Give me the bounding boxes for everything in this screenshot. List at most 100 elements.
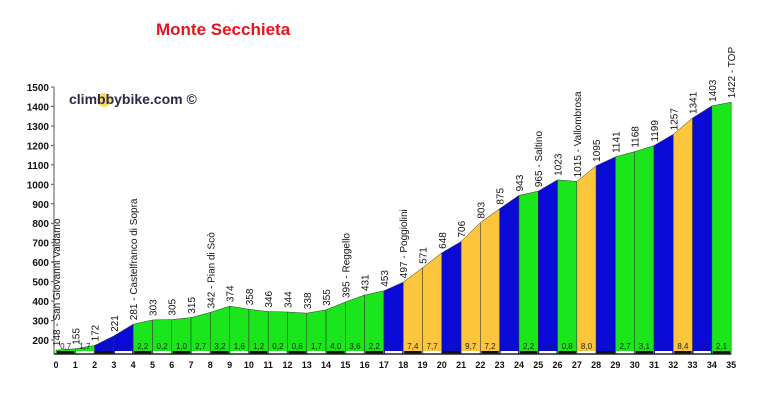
gradient-label: 0,2 [272, 342, 284, 351]
km-marker-bar [134, 351, 152, 354]
elevation-point-label: 965 - Saltino [534, 131, 545, 188]
elevation-point-label: 1015 - Vallombrosa [573, 91, 584, 177]
km-marker-bar [346, 351, 364, 354]
x-tick-label: 11 [263, 360, 273, 370]
gradient-label: 3,2 [214, 342, 226, 351]
x-tick-label: 7 [189, 360, 194, 370]
gradient-label: 0,6 [292, 342, 304, 351]
x-tick-label: 25 [533, 360, 543, 370]
x-tick-label: 5 [150, 360, 155, 370]
x-tick-label: 16 [360, 360, 370, 370]
km-marker-bar [288, 351, 306, 354]
gradient-label: 8,4 [677, 342, 689, 351]
y-tick-label: 500 [32, 278, 49, 289]
elevation-point-label: 315 [187, 296, 198, 313]
x-tick-label: 0 [53, 360, 58, 370]
gradient-label: 4,6 [600, 342, 612, 351]
gradient-label: 2,2 [137, 342, 149, 351]
logo-cyclist-icon [97, 93, 111, 107]
elevation-point-label: 1199 [650, 120, 661, 142]
x-tick-label: 12 [282, 360, 292, 370]
elevation-point-label: 431 [361, 274, 372, 291]
elevation-point-label: 875 [496, 188, 507, 205]
km-marker-bar [269, 351, 287, 354]
gradient-label: 1,2 [253, 342, 265, 351]
elevation-point-label: 1095 [592, 139, 603, 162]
elevation-point-label: 358 [245, 288, 256, 305]
elevation-point-label: 281 - Castelfranco di Sopra [129, 198, 140, 320]
km-marker-bar [481, 351, 499, 354]
km-marker-bar [365, 351, 383, 354]
elevation-point-label: 155 [71, 328, 82, 345]
x-tick-label: 27 [572, 360, 582, 370]
elevation-point-label: 1403 [708, 79, 719, 102]
km-marker-bar [616, 351, 634, 354]
x-tick-label: 15 [340, 360, 350, 370]
km-marker-bar [674, 351, 692, 354]
elevation-point-label: 221 [110, 315, 121, 332]
gradient-label: 4,9 [99, 342, 111, 351]
chart-title: Monte Secchieta [156, 20, 291, 39]
y-tick-label: 400 [32, 297, 49, 308]
km-marker-bar [597, 351, 615, 354]
y-tick-label: 1100 [27, 161, 49, 172]
x-tick-label: 34 [707, 360, 717, 370]
gradient-label: 0,2 [157, 342, 169, 351]
gradient-label: 2,7 [195, 342, 207, 351]
profile-segment [557, 179, 578, 355]
gradient-label: 1,6 [234, 342, 246, 351]
x-tick-label: 23 [495, 360, 505, 370]
km-marker-bar [500, 351, 518, 354]
elevation-point-label: 395 - Reggello [341, 233, 352, 298]
km-marker-bar [404, 351, 422, 354]
y-tick-label: 700 [32, 239, 49, 250]
x-tick-label: 26 [553, 360, 563, 370]
elevation-point-label: 803 [476, 202, 487, 219]
profile-segment [441, 241, 462, 355]
km-marker-bar [230, 351, 248, 354]
profile-segment [538, 179, 558, 355]
y-tick-label: 800 [32, 219, 49, 230]
x-tick-label: 8 [208, 360, 213, 370]
km-marker-bar [577, 351, 596, 354]
gradient-label: 0,7 [60, 342, 72, 351]
gradient-label: 4,4 [388, 342, 400, 351]
elevation-point-label: 355 [322, 289, 333, 306]
elevation-point-label: 148 - San Giovanni Valdarno [52, 218, 63, 346]
km-marker-bar [307, 351, 326, 354]
x-tick-label: 35 [726, 360, 736, 370]
x-tick-label: 4 [131, 360, 136, 370]
km-marker-bar [384, 351, 403, 354]
x-tick-label: 10 [244, 360, 254, 370]
x-tick-label: 30 [630, 360, 640, 370]
km-marker-bar [172, 351, 191, 354]
y-tick-label: 200 [32, 336, 49, 347]
km-marker-bar [539, 351, 557, 354]
gradient-label: 8,0 [581, 342, 593, 351]
elevation-point-label: 303 [148, 299, 159, 316]
km-marker-bar [712, 351, 731, 354]
x-tick-label: 17 [379, 360, 389, 370]
x-tick-label: 21 [456, 360, 466, 370]
y-tick-label: 900 [32, 200, 49, 211]
elevation-point-label: 571 [419, 247, 430, 264]
gradient-label: 5,8 [446, 342, 458, 351]
y-tick-label: 1200 [27, 141, 50, 152]
elevation-point-label: 374 [226, 285, 237, 302]
elevation-point-label: 338 [303, 292, 314, 309]
x-tick-label: 29 [610, 360, 620, 370]
profile-segment [673, 117, 693, 355]
gradient-label: 2,2 [369, 342, 381, 351]
gradient-label: 3,6 [349, 342, 361, 351]
elevation-point-label: 453 [380, 270, 391, 287]
km-marker-bar [442, 351, 461, 354]
gradient-label: 3,1 [639, 342, 651, 351]
elevation-point-label: 342 - Pian di Scò [206, 232, 217, 309]
x-tick-label: 13 [302, 360, 312, 370]
gradient-label: 1,7 [79, 342, 91, 351]
x-tick-label: 31 [649, 360, 659, 370]
profile-segment [422, 252, 443, 355]
km-marker-bar [114, 351, 133, 354]
gradient-label: 9,7 [465, 342, 477, 351]
profile-segment [460, 222, 481, 355]
